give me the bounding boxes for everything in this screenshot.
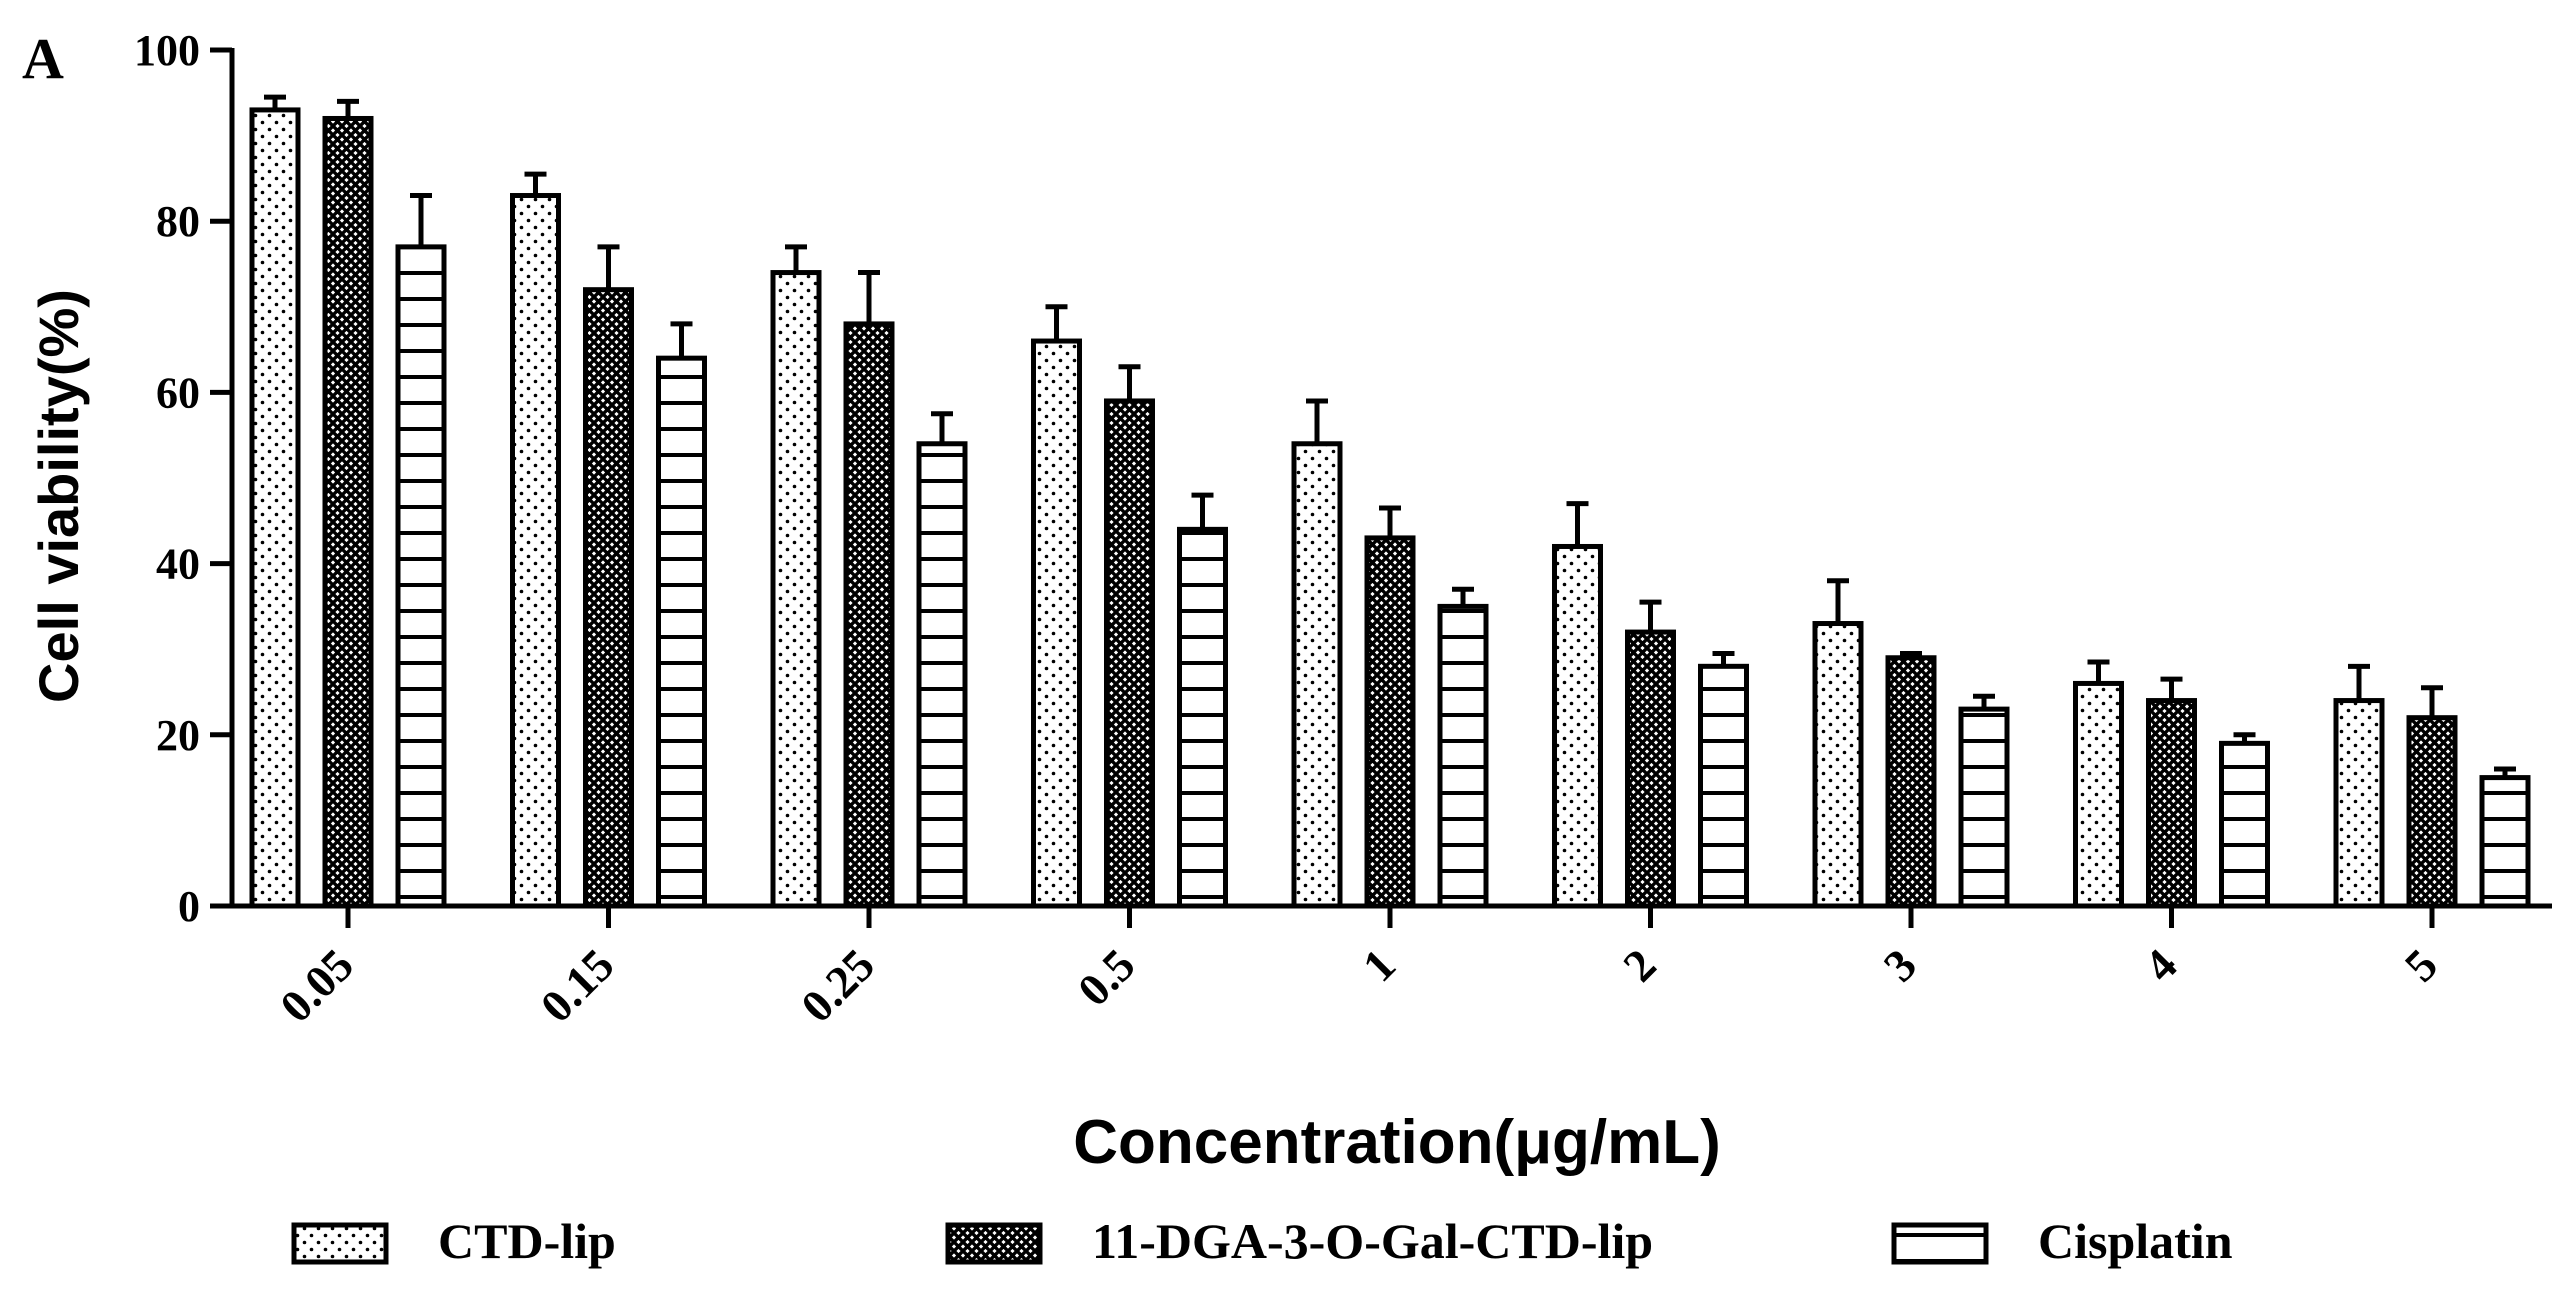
bar [2406, 715, 2458, 909]
bar [2219, 740, 2270, 909]
bar [1291, 441, 1343, 909]
bar [1364, 535, 1416, 909]
x-axis: 0.05 0.15 0.25 0.5 1 2 3 4 5 [230, 903, 2552, 1032]
y-axis-title: Cell viability(%) [27, 289, 90, 703]
x-tick-label: 0.25 [791, 939, 884, 1032]
bar [2073, 680, 2124, 909]
bar [1885, 655, 1937, 909]
bars-group [249, 94, 2531, 909]
x-tick-label: 1 [1353, 939, 1405, 991]
legend-swatch [291, 1222, 389, 1265]
y-tick-label: 100 [134, 26, 200, 75]
legend-label: Cisplatin [2038, 1213, 2233, 1269]
bar [510, 193, 561, 909]
bar [395, 244, 447, 909]
legend-label: 11-DGA-3-O-Gal-CTD-lip [1092, 1213, 1653, 1269]
bar [583, 287, 634, 909]
bar [2146, 698, 2197, 909]
bar [1437, 603, 1489, 909]
y-axis: 0 20 40 60 80 100 [134, 26, 235, 931]
bar [916, 441, 968, 909]
bar [1812, 621, 1864, 909]
bar [249, 107, 301, 909]
legend-swatch [945, 1222, 1043, 1265]
x-tick-label: 2 [1613, 939, 1665, 991]
legend-label: CTD-lip [438, 1213, 616, 1269]
bar [322, 115, 374, 909]
bar [2333, 698, 2385, 909]
panel-label: A [22, 26, 64, 91]
bar [770, 270, 822, 909]
y-tick-label: 20 [156, 711, 200, 760]
bar [843, 321, 895, 909]
x-tick-label: 0.05 [270, 939, 363, 1032]
x-tick-label: 0.15 [531, 939, 624, 1032]
bar [656, 355, 707, 909]
bar [1958, 706, 2010, 909]
x-tick-label: 3 [1874, 939, 1926, 991]
x-tick-label: 0.5 [1068, 939, 1145, 1016]
y-tick-label: 60 [156, 368, 200, 417]
bar [1552, 543, 1603, 909]
x-tick-label: 4 [2134, 939, 2186, 991]
y-tick-label: 0 [178, 882, 200, 931]
bar [1177, 526, 1228, 909]
y-tick-label: 80 [156, 197, 200, 246]
bar [1625, 629, 1676, 909]
x-axis-title: Concentration(μg/mL) [1073, 1108, 1721, 1177]
bar [1698, 663, 1749, 909]
bar [2479, 775, 2531, 909]
x-tick-label: 5 [2395, 939, 2447, 991]
y-tick-label: 40 [156, 540, 200, 589]
bar [1031, 338, 1082, 909]
legend-swatch [1891, 1222, 1989, 1265]
legend: CTD-lip 11-DGA-3-O-Gal-CTD-lip Cisplatin [291, 1213, 2233, 1269]
bar [1104, 398, 1155, 909]
